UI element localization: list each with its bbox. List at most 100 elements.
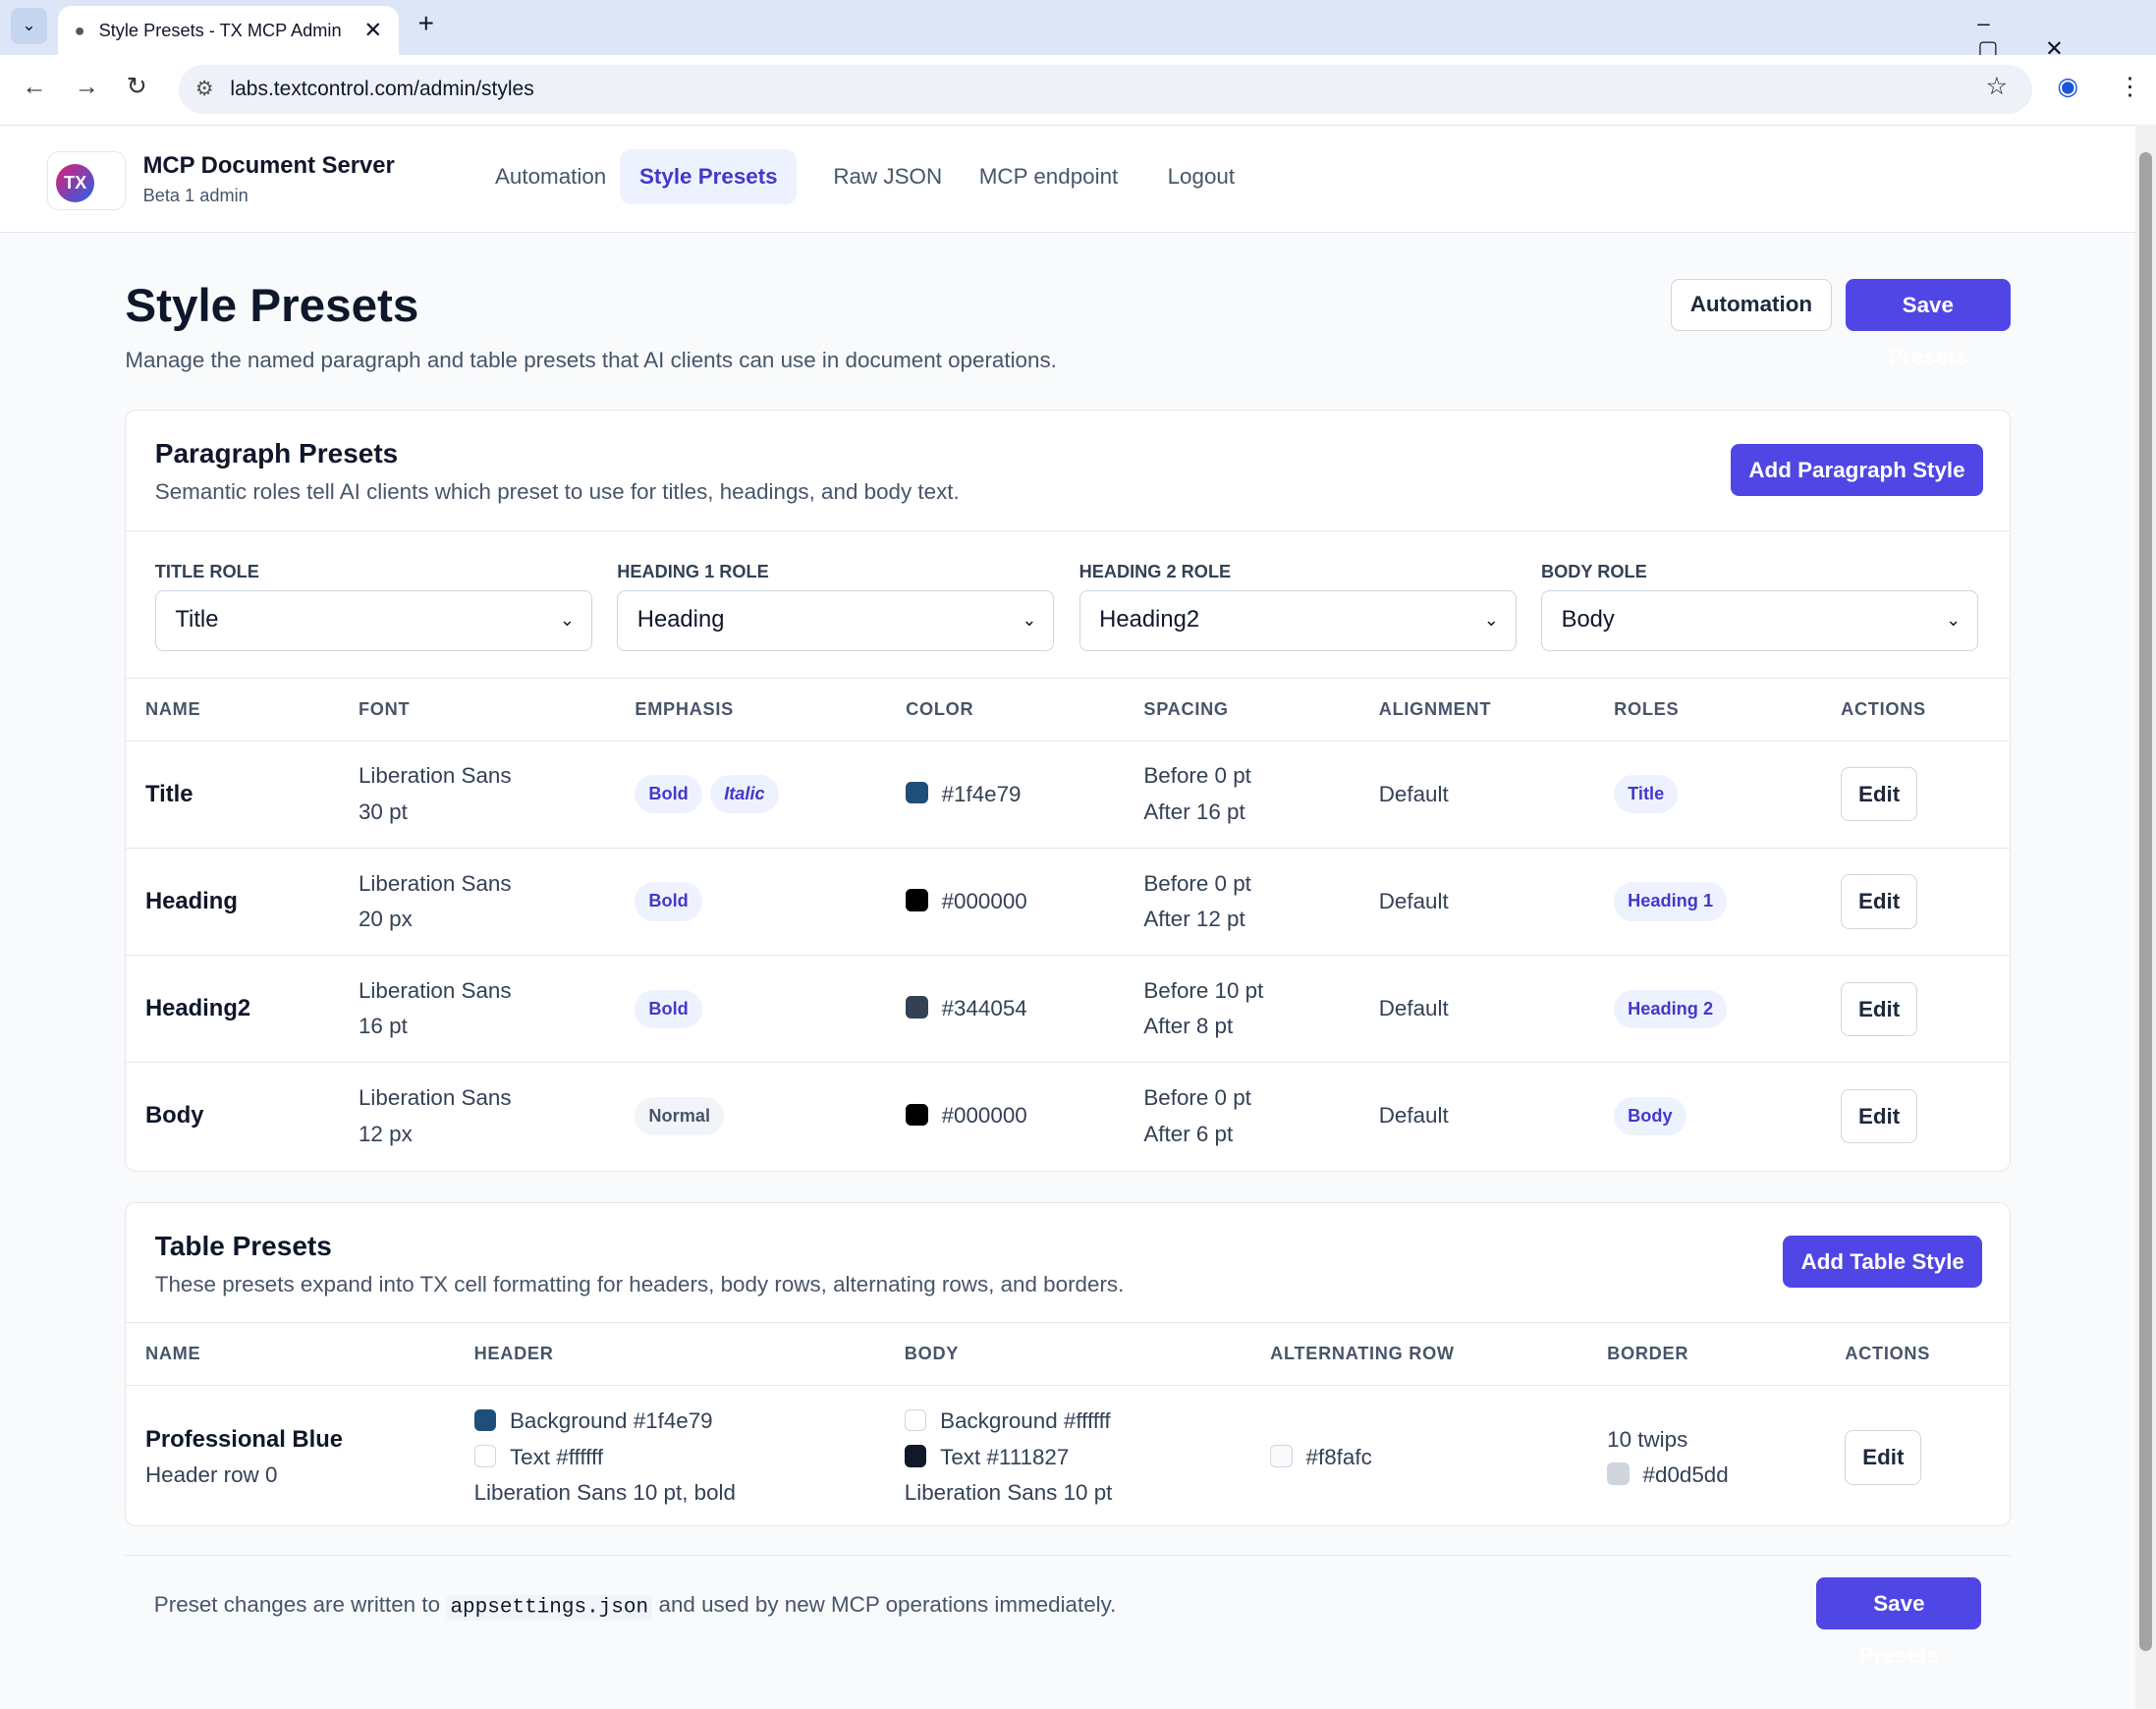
preset-row: Heading Liberation Sans 20 px Bold #000000 Be…	[126, 848, 2010, 957]
edit-button[interactable]: Edit	[1845, 1430, 1922, 1485]
edit-button[interactable]: Edit	[1841, 874, 1918, 929]
color-value: #344054	[941, 996, 1027, 1021]
nav-link[interactable]: Logout	[1167, 164, 1236, 190]
url: labs.textcontrol.com/admin/styles	[230, 77, 534, 100]
edit-button[interactable]: Edit	[1841, 767, 1918, 822]
spacing-after: After 8 pt	[1143, 1014, 1234, 1039]
color-value: #000000	[941, 888, 1027, 913]
font-name: Liberation Sans	[358, 1085, 512, 1111]
nav-buttons[interactable]: ←→↻	[22, 72, 175, 100]
column-header: FONT	[339, 677, 616, 742]
name: Heading	[126, 848, 340, 957]
footer-save-button[interactable]: Save Presets	[1816, 1576, 1982, 1668]
emphasis-chip: Normal	[635, 1097, 725, 1136]
thead: NAME HEADER BODY ALTERNATING ROW BORDER ACTIO…	[126, 1322, 2010, 1387]
url-field[interactable]: ⚙ labs.textcontrol.com/admin/styles	[179, 64, 2033, 115]
role-chip: Body	[1614, 1097, 1686, 1136]
roles: TITLE ROLE Title ⌄ HEADING 1 ROLE Heading ⌄ HE…	[126, 529, 2010, 680]
header-font: Liberation Sans 10 pt, bold	[473, 1480, 736, 1506]
menu[interactable]: ⋮	[2118, 72, 2143, 100]
paragraph-card: Paragraph Presets Semantic roles tell AI…	[125, 410, 2011, 1172]
spacing-after: After 16 pt	[1143, 799, 1245, 824]
font: Liberation Sans 20 px	[339, 848, 616, 957]
swatch	[904, 1408, 927, 1432]
chevron: ⌄	[1483, 610, 1499, 631]
actions: Edit	[1826, 1386, 2010, 1529]
edit-button[interactable]: Edit	[1841, 981, 1918, 1036]
add-table-button[interactable]: Add Table Style	[1783, 1236, 1983, 1289]
spacing-before: Before 10 pt	[1143, 977, 1264, 1003]
chevron: ⌄	[1022, 610, 1037, 631]
role-chip: Heading 2	[1614, 989, 1728, 1028]
table-card: Table Presets These presets expand into …	[125, 1201, 2011, 1529]
font-size: 30 pt	[358, 799, 408, 824]
font-name: Liberation Sans	[358, 870, 512, 896]
paragraph-table: NAME FONT EMPHASIS COLOR SPACING ALIGNMENT ROL…	[126, 677, 2010, 1170]
swatch	[906, 889, 928, 911]
card-title: Table Presets	[154, 1230, 332, 1261]
table-presets-table: NAME HEADER BODY ALTERNATING ROW BORDER ACTIO…	[126, 1322, 2010, 1529]
detail: Header row 0	[144, 1461, 278, 1487]
bookmark[interactable]: ☆	[1985, 72, 2009, 100]
emphasis-chip: Bold	[635, 989, 702, 1028]
thead: NAME FONT EMPHASIS COLOR SPACING ALIGNMENT ROL…	[126, 677, 2010, 742]
edit-button[interactable]: Edit	[1841, 1089, 1918, 1144]
column-header: EMPHASIS	[615, 677, 887, 742]
role-select[interactable]: Body ⌄	[1540, 590, 1979, 651]
column-header: BODY	[885, 1322, 1251, 1387]
font-size: 20 px	[358, 907, 413, 932]
role-select[interactable]: Title ⌄	[154, 590, 592, 651]
role-select[interactable]: Heading2 ⌄	[1078, 590, 1517, 651]
tab-bar: ⌄ ● Style Presets - TX MCP Admin ✕ + –▢✕	[0, 0, 2156, 61]
alignment: Default	[1359, 955, 1595, 1064]
item-color: #111827	[986, 1444, 1070, 1469]
emphasis: Normal	[616, 1063, 887, 1170]
nav-link[interactable]: Automation	[494, 164, 607, 190]
name: Title	[126, 741, 340, 849]
column-header: ACTIONS	[1825, 1322, 2010, 1387]
header-row: NAME HEADER BODY ALTERNATING ROW BORDER ACTIO…	[126, 1322, 2010, 1387]
address-bar: ←→↻ ⚙ labs.textcontrol.com/admin/styles ☆…	[0, 55, 2156, 124]
emphasis: Bold	[615, 955, 887, 1064]
automation-button[interactable]: Automation	[1671, 279, 1832, 332]
save-button[interactable]: Save Presets	[1845, 279, 2011, 369]
tab-menu[interactable]: ⌄	[11, 8, 47, 44]
body-item: Text #111827	[904, 1440, 1249, 1475]
alignment: Default	[1359, 741, 1595, 849]
footer-text: Preset changes are written to appsetting…	[153, 1592, 1117, 1621]
nav-link[interactable]: Raw JSON	[833, 164, 943, 190]
new-tab[interactable]: +	[417, 8, 434, 39]
body: Background #ffffff Text #111827 Liberation…	[885, 1386, 1250, 1529]
scroll-thumb[interactable]	[2139, 152, 2152, 1652]
divider	[125, 1555, 2011, 1557]
body-item: Background #ffffff	[904, 1404, 1249, 1439]
header-item: Text #ffffff	[473, 1440, 884, 1475]
swatch	[473, 1445, 496, 1467]
column-header: COLOR	[886, 677, 1125, 742]
column-header: ALTERNATING ROW	[1250, 1322, 1588, 1387]
font-size: 12 px	[358, 1121, 413, 1146]
page-title: Style Presets	[125, 280, 419, 333]
role-select[interactable]: Heading ⌄	[617, 590, 1055, 651]
nav-link[interactable]: MCP endpoint	[978, 164, 1119, 190]
nav-link[interactable]: Style Presets	[620, 149, 798, 205]
role-value: Heading	[636, 606, 725, 634]
role-label: HEADING 2 ROLE	[1078, 561, 1232, 581]
emphasis-chip: Bold	[635, 882, 702, 921]
color: #1f4e79	[886, 741, 1125, 849]
tbody: Title Liberation Sans 30 pt Bold Italic #1f4e…	[126, 741, 2010, 1170]
role-value: Title	[175, 606, 219, 634]
profile[interactable]: ◉	[2057, 72, 2079, 100]
roles: Heading 1	[1594, 848, 1822, 957]
page-description: Manage the named paragraph and table pre…	[125, 348, 1057, 373]
font-size: 16 pt	[358, 1014, 408, 1039]
footer-before: Preset changes are written to	[153, 1592, 441, 1618]
emphasis: Bold Italic	[615, 741, 887, 849]
actions: Edit	[1821, 955, 2010, 1064]
spacing: Before 10 pt After 8 pt	[1124, 955, 1360, 1064]
role-value: Body	[1561, 606, 1615, 634]
item-label: Background	[940, 1408, 1058, 1434]
tab[interactable]: ● Style Presets - TX MCP Admin ✕	[57, 5, 399, 55]
add-paragraph-button[interactable]: Add Paragraph Style	[1731, 443, 1983, 496]
footer-after: and used by new MCP operations immediate…	[658, 1592, 1117, 1618]
